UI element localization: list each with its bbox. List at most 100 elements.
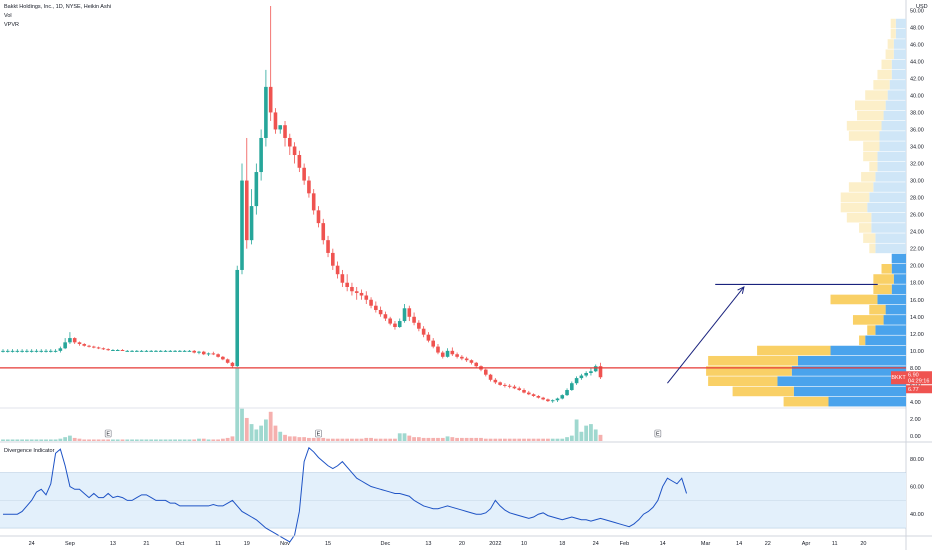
volume-bar [154,439,158,441]
candle-body [87,345,91,347]
candle-body [493,379,498,383]
price-tick-label: 10.00 [910,349,924,355]
volume-bar [177,439,182,441]
candle-body [321,223,326,241]
earnings-marker [104,429,112,438]
volume-profile-down [846,212,872,223]
candle-body [173,350,177,352]
candle-body [5,350,10,352]
price-tick-label: 40.00 [910,93,924,99]
candle-body [1,350,5,352]
candle-body [512,386,517,389]
volume-profile-down [863,151,878,162]
volume-profile-up [875,172,906,182]
time-tick-label: 11 [215,541,221,547]
volume-bar [139,439,144,441]
volume-legend[interactable]: Vol [4,13,12,19]
volume-bar [134,439,139,441]
volume-profile-down [881,59,892,70]
candle-body [412,316,416,323]
candle-body [374,305,378,310]
countdown-text: 04:29:16 [908,379,929,385]
candle-body [288,137,292,147]
earnings-marker [654,429,662,438]
candle-body [436,346,440,353]
candle-body [393,323,397,328]
candle-body [402,308,407,322]
price-tick-label: 34.00 [910,144,924,150]
volume-profile-up [891,264,906,274]
price-tick-label: 48.00 [910,25,924,31]
volume-bar [383,438,388,441]
candle-body [206,353,211,355]
drawings[interactable] [0,283,906,384]
volume-bar [20,439,25,441]
candle-body [407,308,412,317]
candle-body [388,318,392,324]
volume-bar [240,408,244,441]
volume-bar [87,439,91,441]
time-tick-label: 11 [832,541,838,547]
volume-bar [307,437,311,441]
candle-body [335,265,340,275]
price-tick-label: 42.00 [910,76,924,82]
candle-body [527,392,531,395]
candle-body [92,346,96,348]
volume-bar [29,439,34,441]
candle-body [273,112,278,130]
candle-body [249,206,254,241]
candle-body [584,372,588,376]
candle-body [25,350,29,352]
volume-bar [450,437,455,441]
volume-bar [378,438,383,441]
volume-bar [436,437,440,441]
vpvr-legend[interactable]: VPVR [4,22,19,28]
volume-bar [25,439,29,441]
volume-bar [354,438,359,441]
price-tick-label: 22.00 [910,247,924,253]
volume-bar [393,438,397,441]
candle-body [488,374,493,380]
candle-body [106,349,110,351]
time-tick-label: 18 [559,541,565,547]
volume-bar [584,425,589,441]
price-tick-label: 30.00 [910,179,924,185]
time-axis[interactable]: 24 Sep 13 21 Oct 11 19 Nov 15 Dec 13 20 2022 10 18 24 Fe… [29,541,867,547]
volume-profile-down [852,315,884,325]
candle-body [268,86,273,113]
volume-profile-down [869,304,886,315]
price-tick-label: 24.00 [910,230,924,236]
volume-profile-up [791,366,906,376]
earnings-marker [315,429,322,438]
candle-body [598,366,603,378]
candle-body [49,350,53,352]
indicator-title[interactable]: Divergence Indicator [4,448,55,454]
volume-bar [589,424,593,441]
volume-bar [268,411,273,441]
volume-profile-up [883,110,906,121]
volume-bar [244,417,249,441]
volume-bar [211,439,216,441]
volume-bar [574,419,579,441]
last-price-text: 6.90 [908,373,919,379]
volume-bar [359,438,364,441]
candle-body [464,358,469,361]
volume-bar [120,439,125,441]
candle-body [96,347,101,349]
candle-body [34,350,39,352]
candle-body [570,383,574,391]
candle-body [354,291,359,293]
volume-bar [459,437,464,441]
arrow-head [737,286,745,294]
volume-profile-up [887,90,906,100]
volume-profile-down [848,182,874,192]
candle-body [507,385,512,387]
candle-body [421,328,426,335]
volume-bar [416,437,421,441]
volume-bar [531,438,536,441]
volume-profile-up [891,253,906,264]
symbol-title[interactable]: Bakkt Holdings, Inc., 1D, NYSE, Heikin A… [4,4,111,10]
candle-body [460,356,464,359]
